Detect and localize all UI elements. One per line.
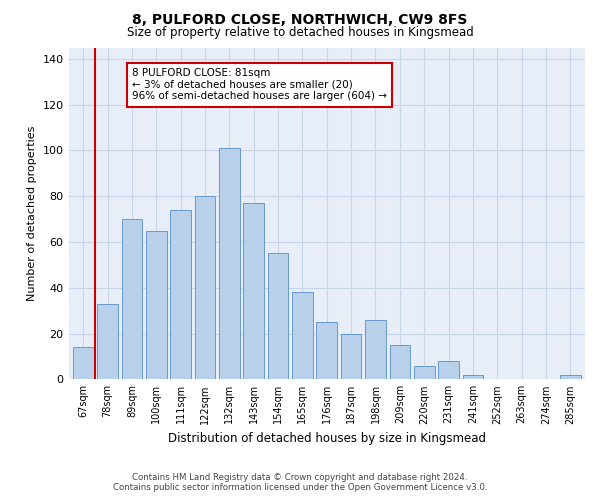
Text: Size of property relative to detached houses in Kingsmead: Size of property relative to detached ho…: [127, 26, 473, 39]
Bar: [122, 219, 142, 380]
Bar: [194, 196, 215, 380]
Bar: [365, 320, 386, 380]
Bar: [414, 366, 434, 380]
Bar: [97, 304, 118, 380]
Bar: [73, 348, 94, 380]
Bar: [268, 254, 289, 380]
Bar: [170, 210, 191, 380]
Bar: [389, 345, 410, 380]
Bar: [292, 292, 313, 380]
Bar: [316, 322, 337, 380]
X-axis label: Distribution of detached houses by size in Kingsmead: Distribution of detached houses by size …: [168, 432, 486, 445]
Text: 8, PULFORD CLOSE, NORTHWICH, CW9 8FS: 8, PULFORD CLOSE, NORTHWICH, CW9 8FS: [133, 12, 467, 26]
Bar: [438, 361, 459, 380]
Bar: [244, 203, 264, 380]
Bar: [463, 374, 483, 380]
Bar: [560, 374, 581, 380]
Y-axis label: Number of detached properties: Number of detached properties: [27, 126, 37, 301]
Text: 8 PULFORD CLOSE: 81sqm
← 3% of detached houses are smaller (20)
96% of semi-deta: 8 PULFORD CLOSE: 81sqm ← 3% of detached …: [132, 68, 387, 102]
Text: Contains HM Land Registry data © Crown copyright and database right 2024.
Contai: Contains HM Land Registry data © Crown c…: [113, 473, 487, 492]
Bar: [219, 148, 239, 380]
Bar: [341, 334, 361, 380]
Bar: [146, 230, 167, 380]
